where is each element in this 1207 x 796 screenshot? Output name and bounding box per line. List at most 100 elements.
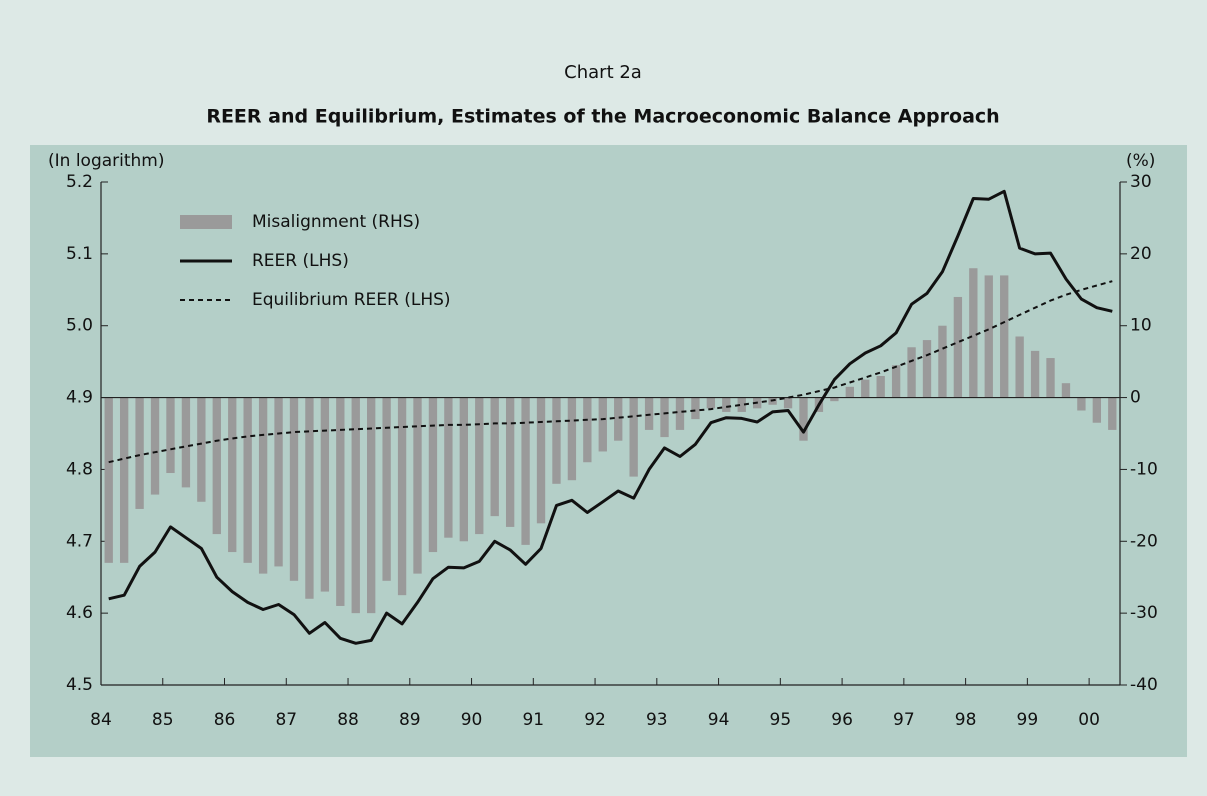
y-tick-label: 4.6 [66, 603, 93, 623]
bar [953, 296, 963, 398]
y2-tick-label: -40 [1130, 675, 1158, 695]
x-tick-label: 87 [275, 710, 297, 730]
bar [830, 397, 839, 402]
bar [598, 397, 607, 452]
bar [459, 397, 468, 542]
x-tick-label: 85 [152, 710, 174, 730]
bar [706, 397, 716, 409]
x-tick-label: 95 [770, 710, 792, 730]
y2-tick-label: 0 [1130, 388, 1141, 408]
bar [1000, 275, 1009, 398]
bar [614, 397, 623, 441]
bar [490, 397, 499, 517]
x-tick-label: 97 [893, 710, 915, 730]
bar [722, 397, 731, 412]
bar [258, 397, 268, 574]
bar [799, 397, 808, 441]
bar [413, 397, 422, 574]
bar [351, 397, 360, 614]
bar [1077, 397, 1086, 411]
y-tick-label: 5.0 [66, 316, 93, 336]
x-tick-label: 91 [522, 710, 544, 730]
y-tick-label: 4.5 [66, 675, 93, 695]
bar [1061, 383, 1071, 398]
bar [367, 397, 376, 614]
legend-label: Equilibrium REER (LHS) [252, 290, 451, 310]
y-axis-label: (In logarithm) [48, 151, 165, 171]
bar [583, 397, 592, 463]
bar [289, 397, 299, 581]
bar [119, 397, 129, 563]
y-tick-label: 4.8 [66, 459, 93, 479]
dashed-line-series [108, 280, 1113, 464]
bar [891, 365, 901, 398]
bar [444, 397, 453, 538]
chart-title: REER and Equilibrium, Estimates of the M… [206, 106, 999, 128]
bar [536, 397, 546, 524]
bar [861, 379, 870, 398]
bar [305, 397, 314, 599]
plot-panel [30, 145, 1187, 757]
x-tick-label: 84 [90, 710, 112, 730]
x-tick-label: 99 [1017, 710, 1039, 730]
bar [876, 376, 885, 398]
bar [274, 397, 283, 567]
bar [197, 397, 206, 502]
bar [644, 397, 654, 430]
y2-tick-label: -20 [1130, 531, 1158, 551]
bar [1030, 350, 1040, 398]
bar [675, 397, 685, 430]
bar [505, 397, 515, 527]
bar [1092, 397, 1102, 423]
bar [243, 397, 252, 563]
bar [567, 397, 577, 481]
bar [320, 397, 330, 592]
bar [150, 397, 160, 495]
x-tick-label: 90 [461, 710, 483, 730]
legend-label: Misalignment (RHS) [252, 212, 420, 232]
y-tick-label: 4.9 [66, 388, 93, 408]
y-tick-label: 4.7 [66, 531, 93, 551]
bar [521, 397, 530, 545]
bar [1046, 358, 1055, 398]
x-tick-label: 86 [214, 710, 236, 730]
bar [938, 325, 947, 398]
x-tick-label: 00 [1078, 710, 1100, 730]
bar [969, 268, 978, 398]
y-tick-label: 5.2 [66, 172, 93, 192]
bar [475, 397, 484, 535]
bar [104, 397, 113, 563]
bar [907, 347, 916, 398]
y2-tick-label: 10 [1130, 316, 1152, 336]
x-tick-label: 98 [955, 710, 977, 730]
bar [228, 397, 237, 553]
bar [212, 397, 221, 535]
bar [181, 397, 191, 488]
x-tick-label: 96 [831, 710, 853, 730]
x-tick-label: 94 [708, 710, 730, 730]
y2-axis-label: (%) [1126, 151, 1155, 171]
bar [166, 397, 175, 474]
x-tick-label: 93 [646, 710, 668, 730]
y2-tick-label: 20 [1130, 244, 1152, 264]
bar [660, 397, 669, 438]
chart-subtitle: Chart 2a [564, 62, 642, 83]
bar [135, 397, 144, 509]
bar [629, 397, 638, 477]
bar [397, 397, 407, 596]
y2-tick-label: -30 [1130, 603, 1158, 623]
x-tick-label: 89 [399, 710, 421, 730]
legend-label: REER (LHS) [252, 251, 349, 271]
bar [1108, 397, 1117, 430]
bar [737, 397, 746, 412]
bar [783, 397, 793, 409]
bar [336, 397, 345, 606]
bar [382, 397, 391, 581]
bar [1015, 336, 1024, 398]
bar [922, 340, 932, 398]
y2-tick-label: -10 [1130, 459, 1158, 479]
x-tick-label: 88 [337, 710, 359, 730]
bar [552, 397, 561, 484]
x-tick-label: 92 [584, 710, 606, 730]
